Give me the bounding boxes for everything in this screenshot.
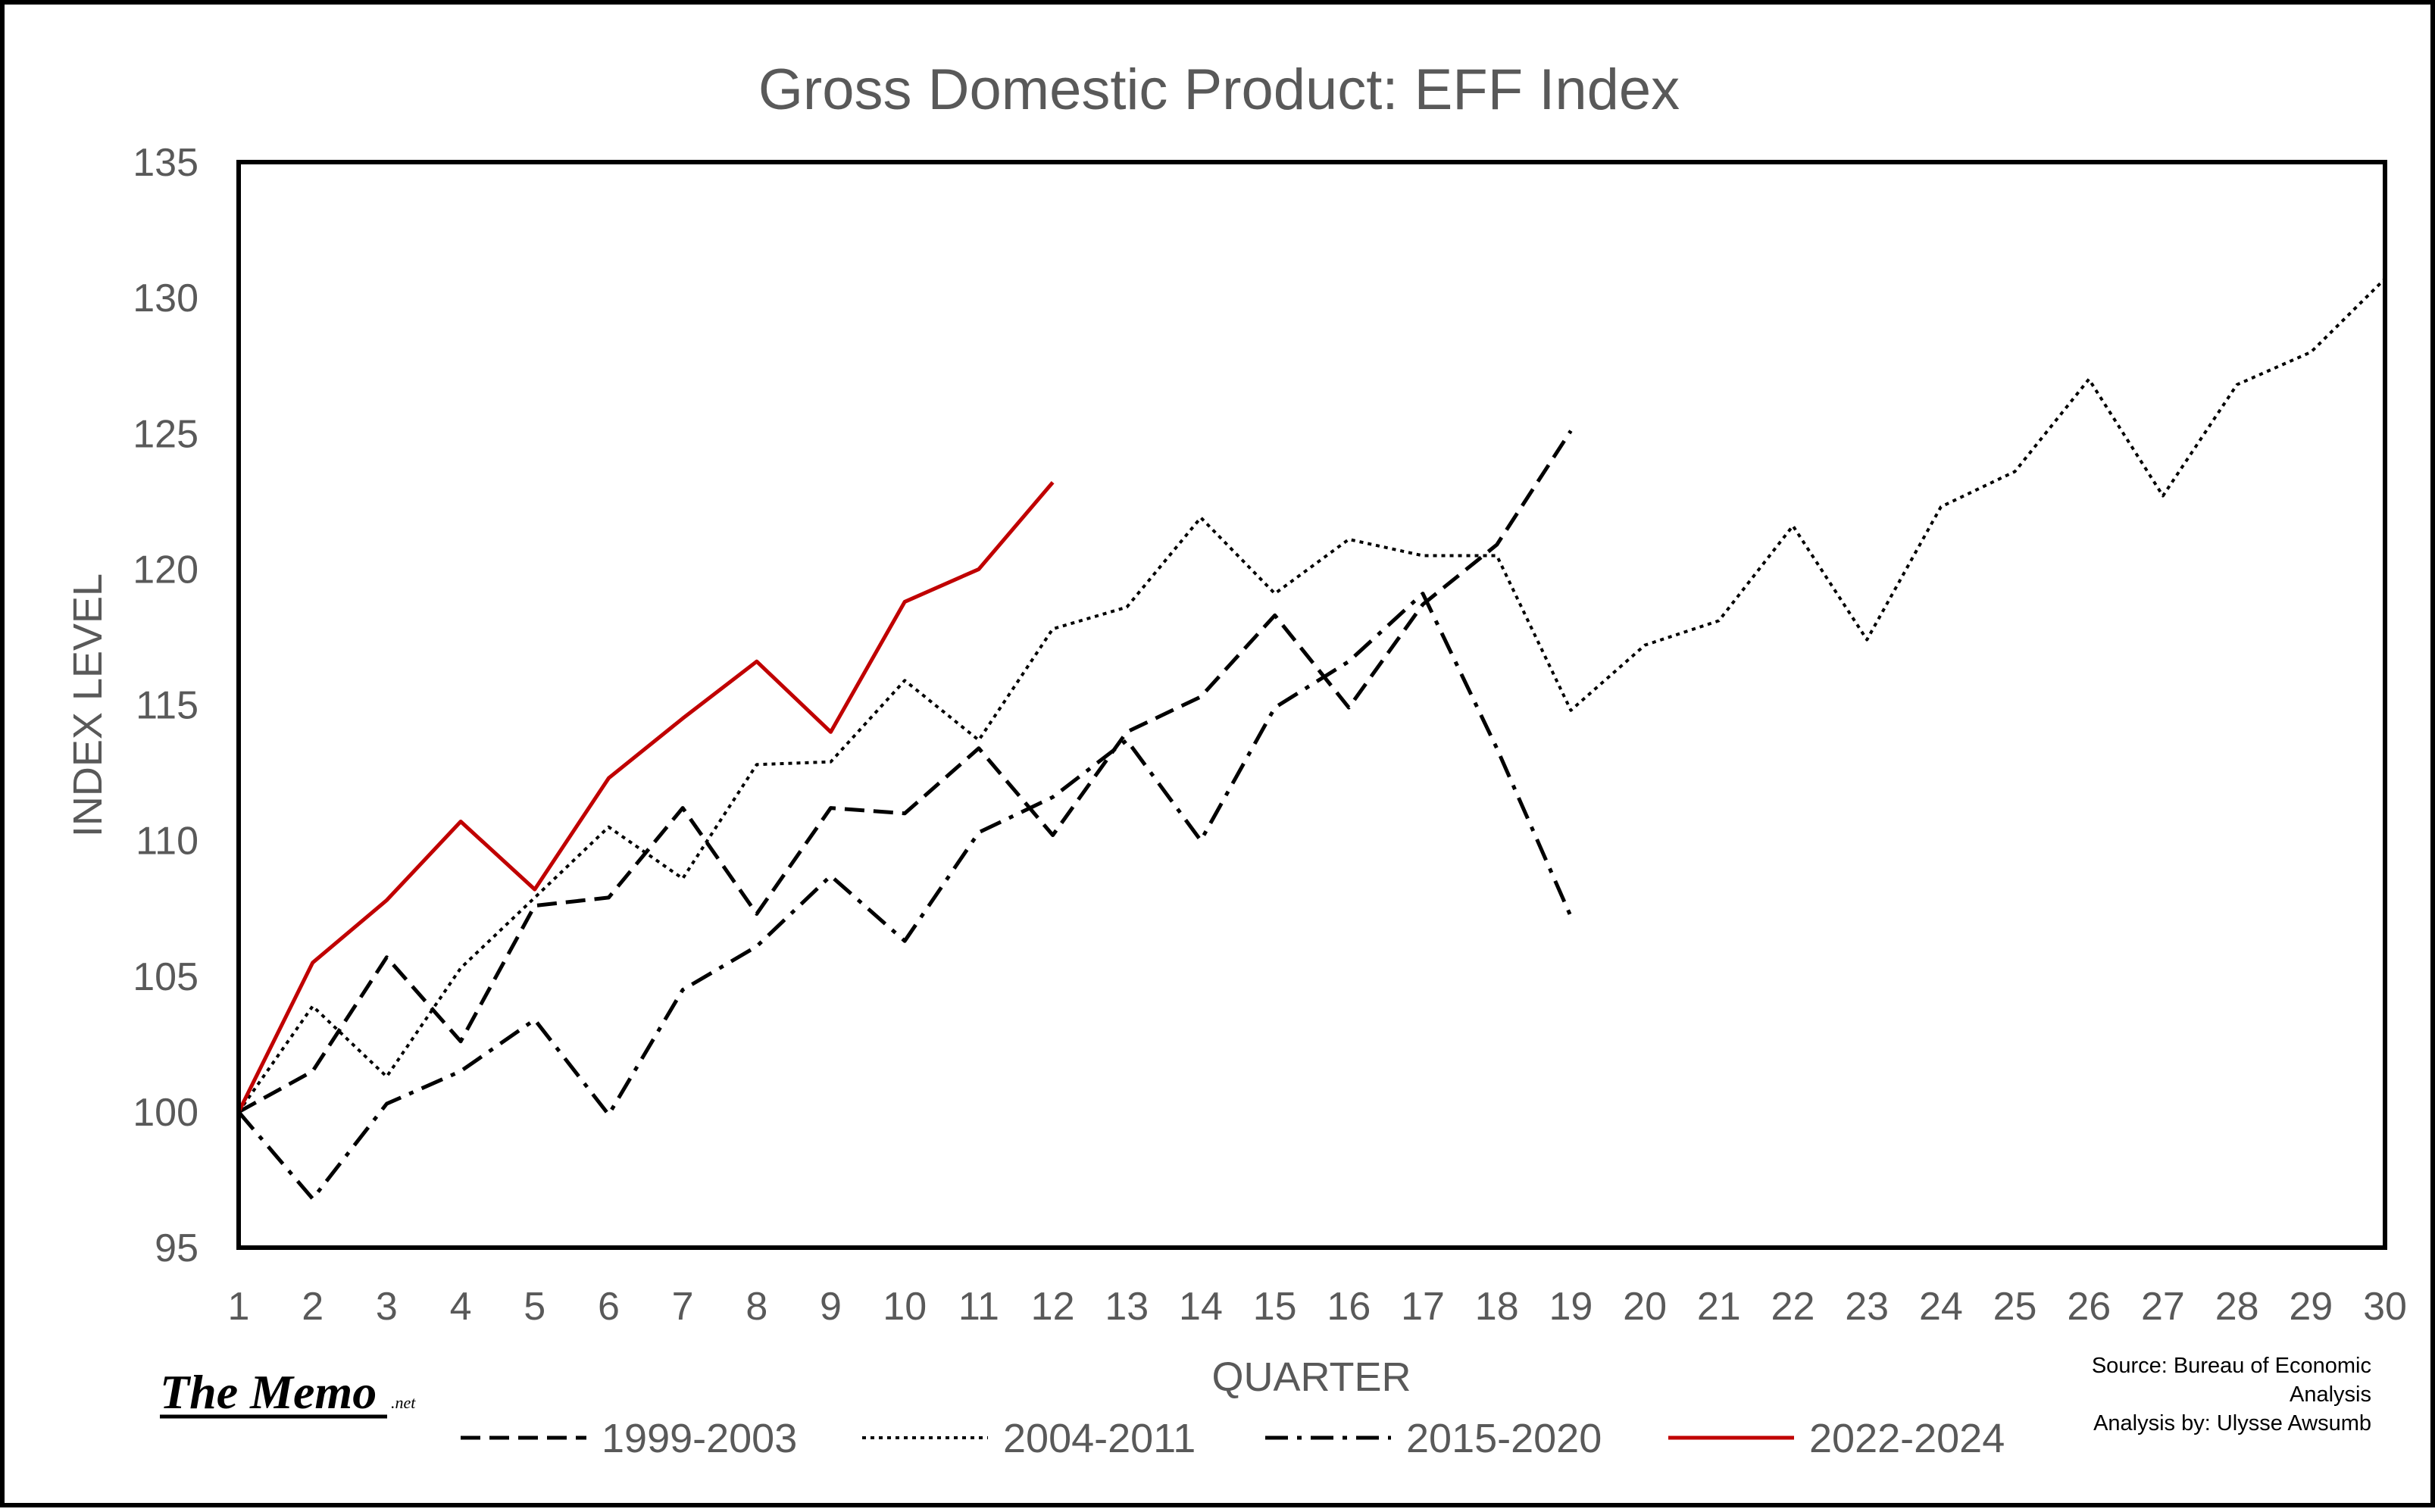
y-tick-label: 105 (133, 955, 198, 999)
x-tick-label: 1 (228, 1285, 250, 1329)
legend-label: 2015-2020 (1406, 1416, 1602, 1461)
y-tick-label: 130 (133, 276, 198, 320)
source-note-line1: Source: Bureau of Economic (2092, 1354, 2371, 1378)
x-tick-label: 30 (2363, 1285, 2407, 1329)
chart-svg: Gross Domestic Product: EFF Index 951001… (65, 58, 2407, 1461)
logo-suffix: .net (391, 1393, 416, 1412)
legend: 1999-2003 2004-2011 2015-2020 2022-2024 (461, 1416, 2005, 1461)
x-tick-label: 2 (302, 1285, 324, 1329)
chart-title: Gross Domestic Product: EFF Index (758, 58, 1680, 122)
x-tick-label: 24 (1919, 1285, 1963, 1329)
x-tick-label: 4 (450, 1285, 472, 1329)
x-tick-label: 27 (2141, 1285, 2185, 1329)
y-tick-label: 120 (133, 548, 198, 592)
legend-label: 2022-2024 (1809, 1416, 2005, 1461)
series-lines (236, 277, 2387, 1201)
x-tick-label: 29 (2289, 1285, 2333, 1329)
x-tick-labels: 1 2 3 4 5 6 7 8 9 10 11 12 13 14 15 16 17 18 19 20 21 22 23 24 2… (228, 1285, 2407, 1329)
x-tick-label: 21 (1697, 1285, 1741, 1329)
x-tick-label: 14 (1179, 1285, 1223, 1329)
x-tick-label: 19 (1549, 1285, 1593, 1329)
y-tick-label: 100 (133, 1091, 198, 1135)
series-line-2004-2011 (237, 277, 2387, 1114)
legend-label: 1999-2003 (602, 1416, 797, 1461)
y-tick-labels: 95 100 105 110 115 120 125 130 135 (133, 141, 198, 1270)
series-line-2022-2024 (236, 481, 1055, 1114)
x-tick-label: 16 (1327, 1285, 1371, 1329)
x-tick-label: 22 (1771, 1285, 1815, 1329)
y-tick-label: 125 (133, 412, 198, 456)
x-tick-label: 23 (1845, 1285, 1889, 1329)
x-tick-label: 25 (1993, 1285, 2037, 1329)
x-tick-label: 17 (1401, 1285, 1445, 1329)
x-tick-label: 18 (1475, 1285, 1519, 1329)
x-tick-label: 8 (746, 1285, 767, 1329)
source-note-line2: Analysis (2290, 1382, 2371, 1407)
y-tick-label: 95 (155, 1226, 198, 1270)
x-tick-label: 26 (2067, 1285, 2111, 1329)
x-axis-title: QUARTER (1211, 1354, 1411, 1400)
y-tick-label: 115 (136, 684, 198, 728)
x-tick-label: 20 (1623, 1285, 1667, 1329)
x-tick-label: 12 (1031, 1285, 1075, 1329)
analysis-credit: Analysis by: Ulysse Awsumb (2093, 1411, 2371, 1435)
y-axis-title: INDEX LEVEL (65, 573, 111, 837)
legend-label: 2004-2011 (1003, 1416, 1196, 1461)
x-tick-label: 11 (958, 1285, 999, 1329)
logo-text: The Memo (160, 1365, 377, 1419)
x-tick-label: 6 (598, 1285, 620, 1329)
x-tick-label: 15 (1253, 1285, 1297, 1329)
plot-area-frame (236, 160, 2387, 1250)
source-notes: Source: Bureau of Economic Analysis Anal… (2092, 1354, 2371, 1435)
series-line-2015-2020 (237, 592, 1573, 1201)
x-tick-label: 3 (376, 1285, 398, 1329)
y-tick-label: 135 (133, 141, 198, 185)
x-tick-label: 9 (820, 1285, 842, 1329)
x-tick-label: 28 (2215, 1285, 2259, 1329)
x-tick-label: 13 (1105, 1285, 1149, 1329)
x-tick-label: 5 (524, 1285, 545, 1329)
x-tick-label: 7 (672, 1285, 694, 1329)
series-line-1999-2003 (237, 430, 1573, 1114)
x-tick-label: 10 (883, 1285, 927, 1329)
y-tick-label: 110 (136, 820, 198, 864)
the-memo-logo: The Memo .net (160, 1365, 416, 1419)
